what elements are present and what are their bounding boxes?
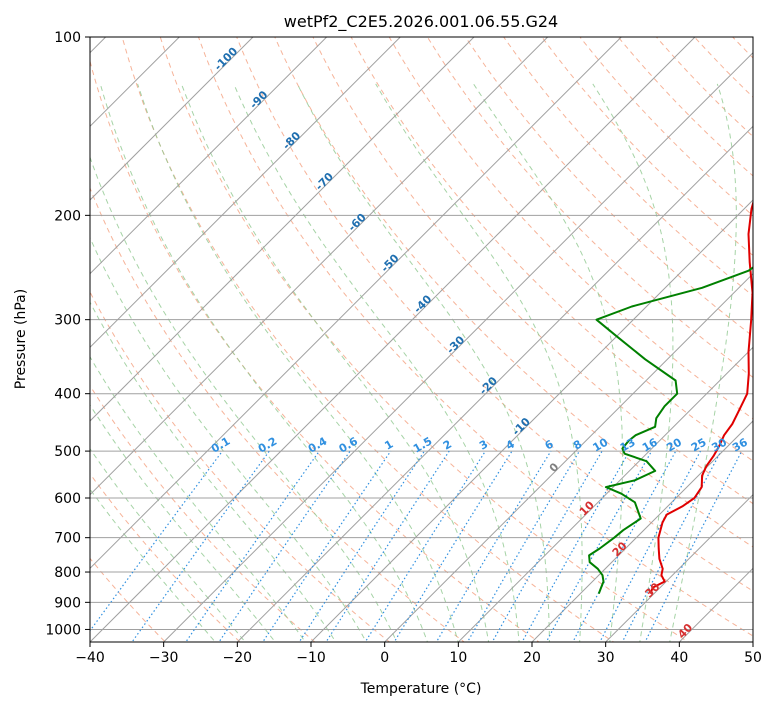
- mixing-ratio-line: [491, 450, 603, 642]
- dry-adiabat-line: [90, 59, 540, 642]
- moist-adiabat-line: [233, 83, 520, 642]
- y-tick-label: 600: [54, 491, 81, 507]
- mixing-ratio-line: [325, 450, 450, 642]
- mixing-ratio-line: [218, 450, 351, 642]
- y-tick-label: 500: [54, 444, 81, 460]
- y-tick-label: 1000: [45, 622, 81, 638]
- isotherm-line: [383, 272, 753, 642]
- dewpoint-profile-line: [588, 266, 753, 594]
- isotherm-line: [90, 37, 402, 349]
- dry-adiabat-line: [464, 37, 753, 337]
- y-tick-label: 300: [54, 313, 81, 329]
- moist-adiabat-line: [669, 83, 737, 642]
- isotherm-line: [162, 51, 753, 642]
- moist-adiabat-line: [90, 488, 216, 642]
- plot-background: [90, 37, 753, 642]
- profile-lines: [588, 199, 753, 594]
- y-tick-label: 100: [54, 30, 81, 46]
- moist-adiabat-line: [592, 83, 674, 642]
- moist-adiabat-line: [90, 155, 398, 642]
- dry-adiabat-line: [90, 472, 241, 642]
- plot-frame: [89, 36, 754, 643]
- reference-lines: [90, 24, 775, 654]
- mixing-ratio-line: [298, 450, 425, 642]
- moist-adiabat-line: [90, 236, 367, 642]
- y-tick-label: 800: [54, 565, 81, 581]
- y-tick-label: 400: [54, 387, 81, 403]
- isotherm-line: [90, 37, 475, 422]
- moist-adiabat-line: [296, 83, 550, 642]
- moist-adiabat-line: [137, 83, 459, 642]
- isotherm-line: [604, 493, 753, 642]
- x-tick-label: 0: [380, 650, 389, 666]
- y-tick-label: 700: [54, 531, 81, 547]
- dry-adiabat-line: [655, 37, 753, 138]
- y-tick-label: 200: [54, 208, 81, 224]
- isotherm-line: [310, 199, 753, 642]
- mixing-ratio-line: [131, 450, 270, 642]
- x-tick-label: 20: [523, 650, 541, 666]
- x-tick-label: 40: [670, 650, 688, 666]
- isotherm-line: [236, 125, 753, 642]
- x-tick-label: −40: [75, 650, 105, 666]
- dry-adiabat-line: [90, 186, 465, 642]
- isotherm-line: [90, 37, 623, 570]
- dry-adiabat-line: [503, 37, 753, 297]
- isotherm-line: [90, 37, 549, 496]
- chart-title: wetPf2_C2E5.2026.001.06.55.G24: [284, 12, 558, 32]
- dry-adiabat-line: [426, 37, 753, 378]
- x-tick-label: −20: [223, 650, 253, 666]
- moist-adiabat-line: [473, 83, 623, 642]
- dry-adiabat-line: [236, 37, 753, 592]
- isotherm-line: [90, 37, 696, 642]
- moist-adiabat-line: [99, 83, 429, 642]
- moist-adiabat-line: [90, 301, 337, 642]
- plot-area: [90, 37, 753, 642]
- axes: −40 −30 −20 −10 0 10 20 30 40 50 100 200 300 400 500 60…: [45, 30, 762, 666]
- dry-adiabat-line: [197, 37, 753, 637]
- temperature-profile-line: [649, 199, 753, 594]
- isotherm-line: [531, 420, 753, 642]
- x-axis-label: Temperature (°C): [360, 681, 482, 697]
- dry-adiabat-line: [388, 37, 753, 420]
- mixing-ratio-line: [435, 450, 552, 642]
- x-tick-label: 50: [744, 650, 762, 666]
- isotherm-line: [457, 346, 753, 642]
- isotherm-line: [90, 37, 328, 275]
- x-tick-label: 10: [449, 650, 467, 666]
- x-tick-label: −10: [296, 650, 326, 666]
- x-tick-label: 30: [597, 650, 615, 666]
- y-tick-label: 900: [54, 595, 81, 611]
- dry-adiabat-line: [312, 37, 753, 505]
- isotherm-line: [90, 37, 254, 201]
- y-axis-label: Pressure (hPa): [13, 289, 29, 389]
- dry-adiabat-line: [350, 37, 753, 462]
- dry-adiabat-line: [541, 37, 753, 257]
- mixing-ratio-line: [466, 450, 580, 642]
- mixing-ratio-line: [185, 450, 320, 642]
- dry-adiabat-line: [90, 384, 316, 642]
- x-tick-label: −30: [149, 650, 179, 666]
- mixing-ratio-line: [262, 450, 392, 642]
- mixing-ratio-line: [644, 450, 743, 642]
- mixing-ratio-line: [545, 450, 653, 642]
- dry-adiabat-line: [758, 24, 775, 654]
